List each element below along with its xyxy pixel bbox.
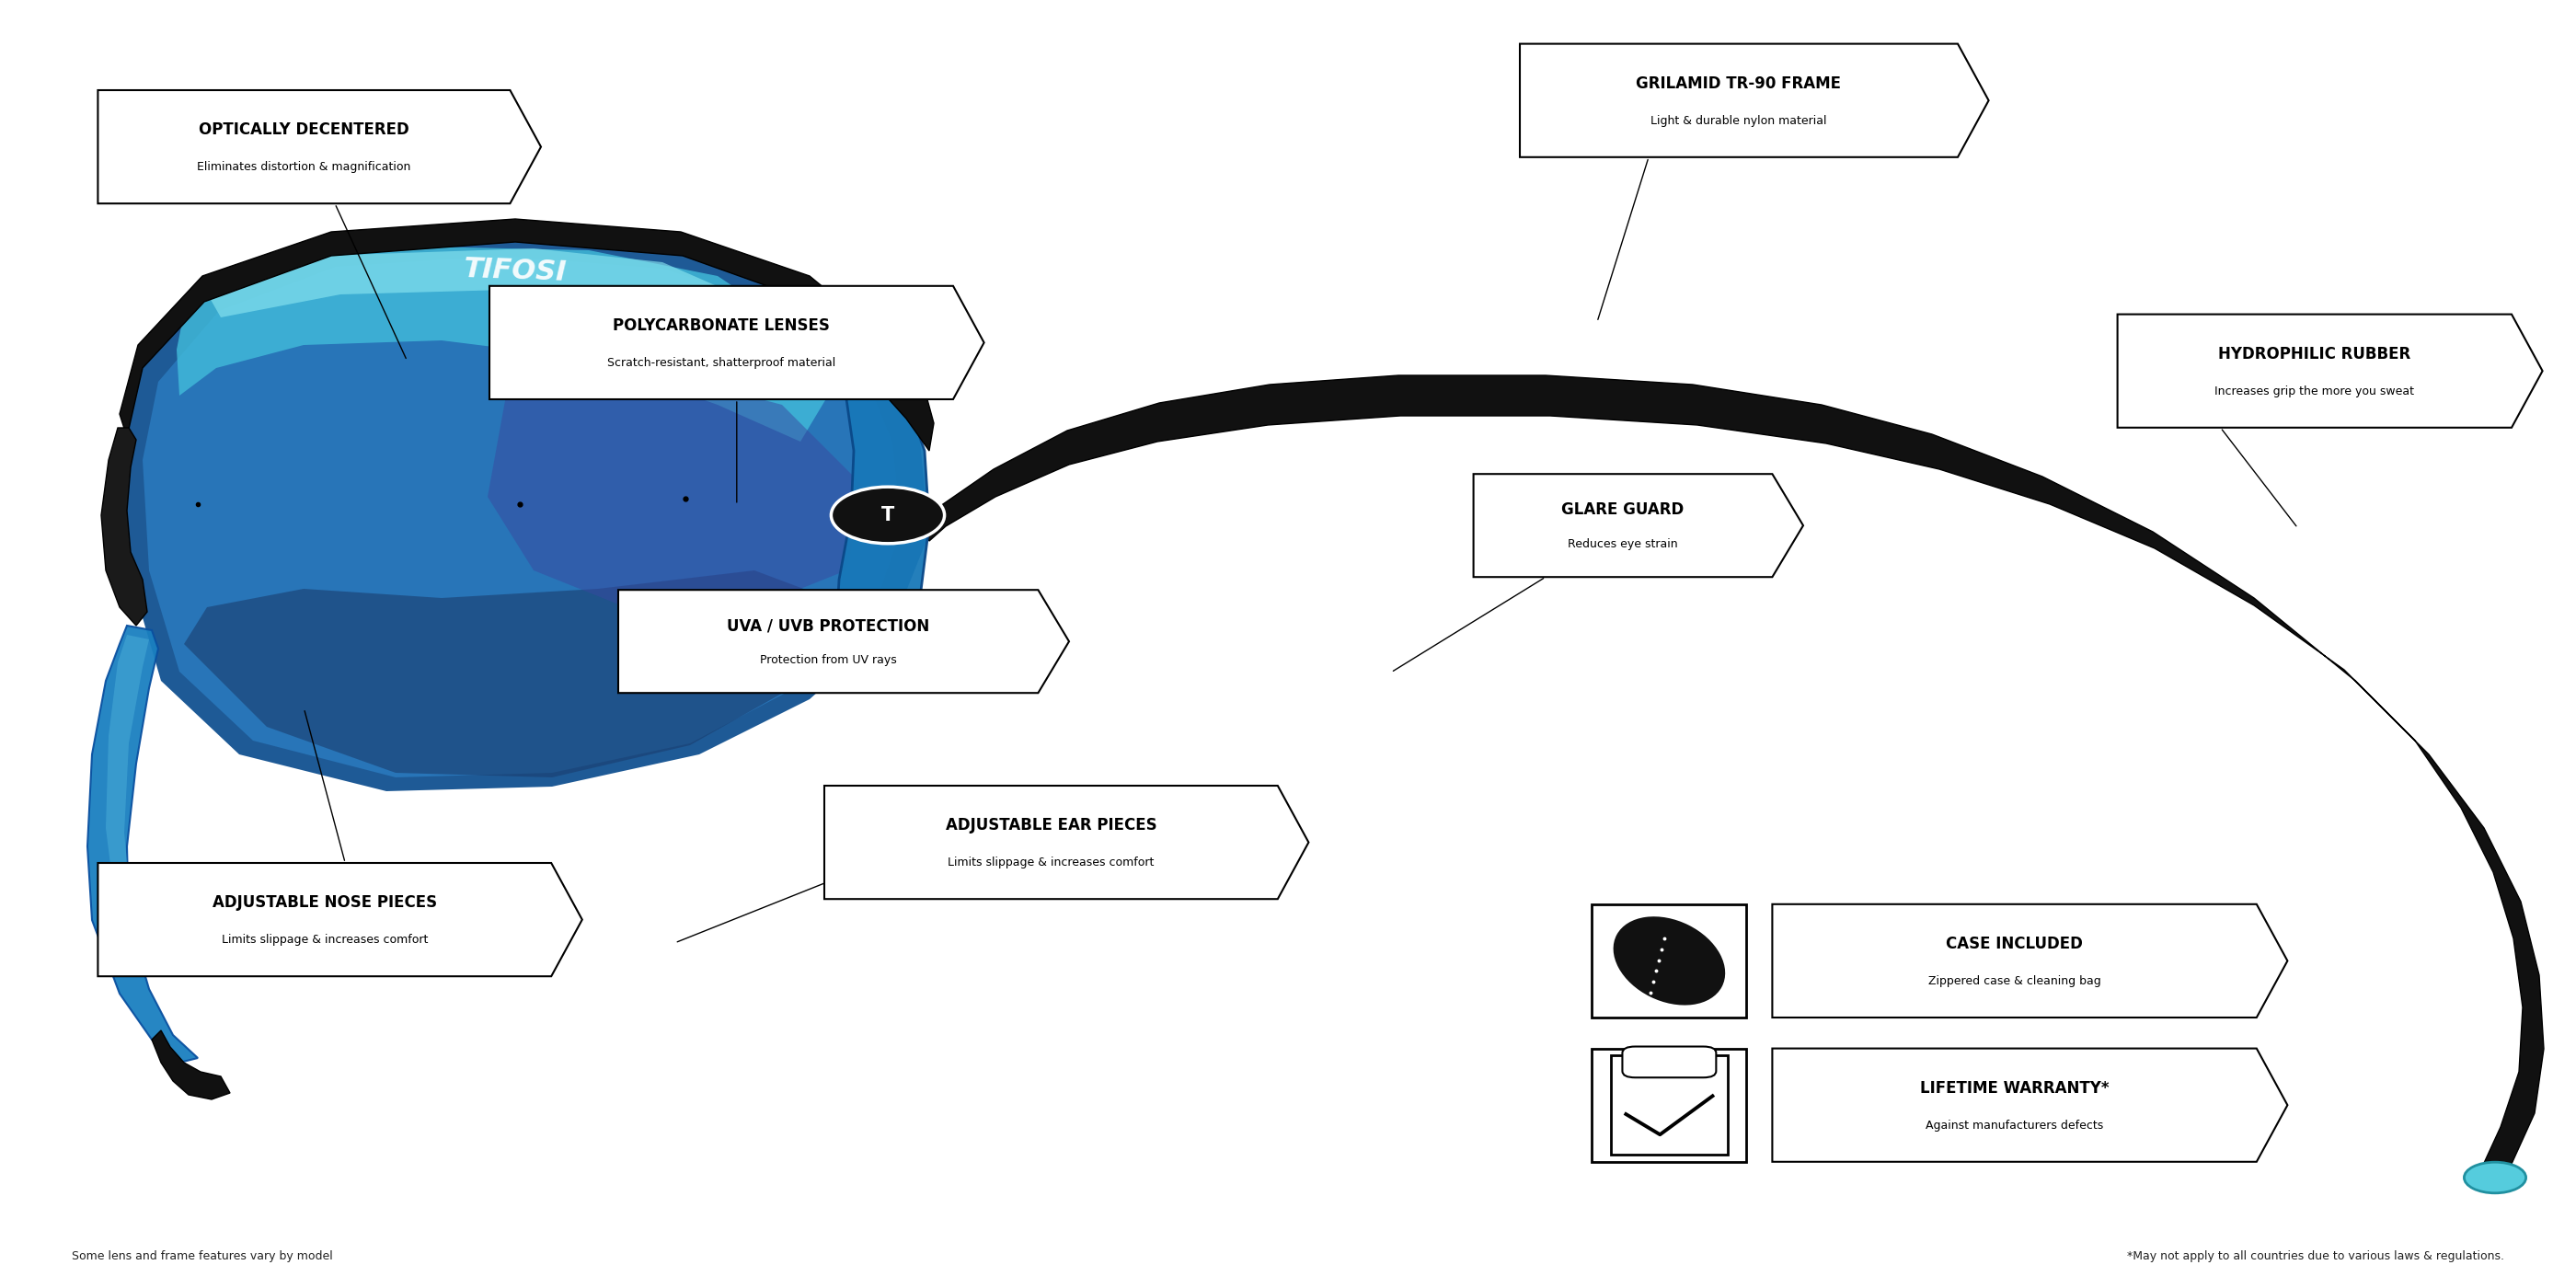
- Text: *May not apply to all countries due to various laws & regulations.: *May not apply to all countries due to v…: [2128, 1249, 2504, 1262]
- Polygon shape: [183, 571, 827, 778]
- Text: Increases grip the more you sweat: Increases grip the more you sweat: [2215, 385, 2414, 397]
- Text: LIFETIME WARRANTY*: LIFETIME WARRANTY*: [1919, 1079, 2110, 1096]
- Text: UVA / UVB PROTECTION: UVA / UVB PROTECTION: [726, 618, 930, 634]
- Text: Limits slippage & increases comfort: Limits slippage & increases comfort: [948, 857, 1154, 868]
- Text: T: T: [881, 506, 894, 524]
- Text: ADJUSTABLE NOSE PIECES: ADJUSTABLE NOSE PIECES: [211, 894, 438, 911]
- Polygon shape: [152, 1030, 229, 1100]
- Polygon shape: [1520, 44, 1989, 157]
- Polygon shape: [1610, 1055, 1728, 1155]
- Text: Reduces eye strain: Reduces eye strain: [1569, 538, 1677, 550]
- Ellipse shape: [1613, 917, 1726, 1005]
- Text: GLARE GUARD: GLARE GUARD: [1561, 502, 1685, 518]
- Polygon shape: [487, 368, 866, 607]
- Polygon shape: [106, 635, 149, 971]
- Text: ADJUSTABLE EAR PIECES: ADJUSTABLE EAR PIECES: [945, 817, 1157, 833]
- FancyBboxPatch shape: [1592, 904, 1747, 1018]
- Polygon shape: [1473, 474, 1803, 577]
- Text: Limits slippage & increases comfort: Limits slippage & increases comfort: [222, 934, 428, 945]
- Text: CASE INCLUDED: CASE INCLUDED: [1945, 935, 2084, 952]
- Polygon shape: [118, 219, 930, 437]
- Polygon shape: [837, 598, 930, 688]
- Polygon shape: [824, 786, 1309, 899]
- Polygon shape: [98, 863, 582, 976]
- Polygon shape: [925, 375, 2545, 1186]
- Polygon shape: [178, 246, 827, 442]
- Text: Light & durable nylon material: Light & durable nylon material: [1651, 115, 1826, 126]
- Polygon shape: [142, 256, 902, 778]
- Text: TIFOSI: TIFOSI: [464, 256, 567, 286]
- Text: Against manufacturers defects: Against manufacturers defects: [1924, 1119, 2105, 1131]
- Text: Some lens and frame features vary by model: Some lens and frame features vary by mod…: [72, 1249, 332, 1262]
- Text: POLYCARBONATE LENSES: POLYCARBONATE LENSES: [613, 317, 829, 334]
- FancyBboxPatch shape: [1592, 1048, 1747, 1162]
- FancyBboxPatch shape: [1623, 1047, 1716, 1078]
- Circle shape: [832, 487, 945, 544]
- Text: Zippered case & cleaning bag: Zippered case & cleaning bag: [1927, 975, 2102, 987]
- Text: Eliminates distortion & magnification: Eliminates distortion & magnification: [198, 161, 410, 173]
- Polygon shape: [88, 626, 198, 1063]
- Polygon shape: [98, 90, 541, 204]
- Polygon shape: [855, 345, 933, 451]
- Text: GRILAMID TR-90 FRAME: GRILAMID TR-90 FRAME: [1636, 75, 1842, 91]
- Text: HYDROPHILIC RUBBER: HYDROPHILIC RUBBER: [2218, 345, 2411, 362]
- Text: OPTICALLY DECENTERED: OPTICALLY DECENTERED: [198, 121, 410, 138]
- Polygon shape: [1772, 1048, 2287, 1162]
- Polygon shape: [118, 237, 930, 791]
- Polygon shape: [2117, 314, 2543, 428]
- Text: Protection from UV rays: Protection from UV rays: [760, 654, 896, 666]
- Polygon shape: [489, 286, 984, 399]
- Polygon shape: [100, 428, 147, 626]
- Polygon shape: [1772, 904, 2287, 1018]
- Polygon shape: [204, 249, 755, 327]
- Polygon shape: [618, 590, 1069, 693]
- Text: Scratch-resistant, shatterproof material: Scratch-resistant, shatterproof material: [608, 357, 835, 368]
- Circle shape: [2465, 1162, 2527, 1193]
- Polygon shape: [835, 349, 930, 681]
